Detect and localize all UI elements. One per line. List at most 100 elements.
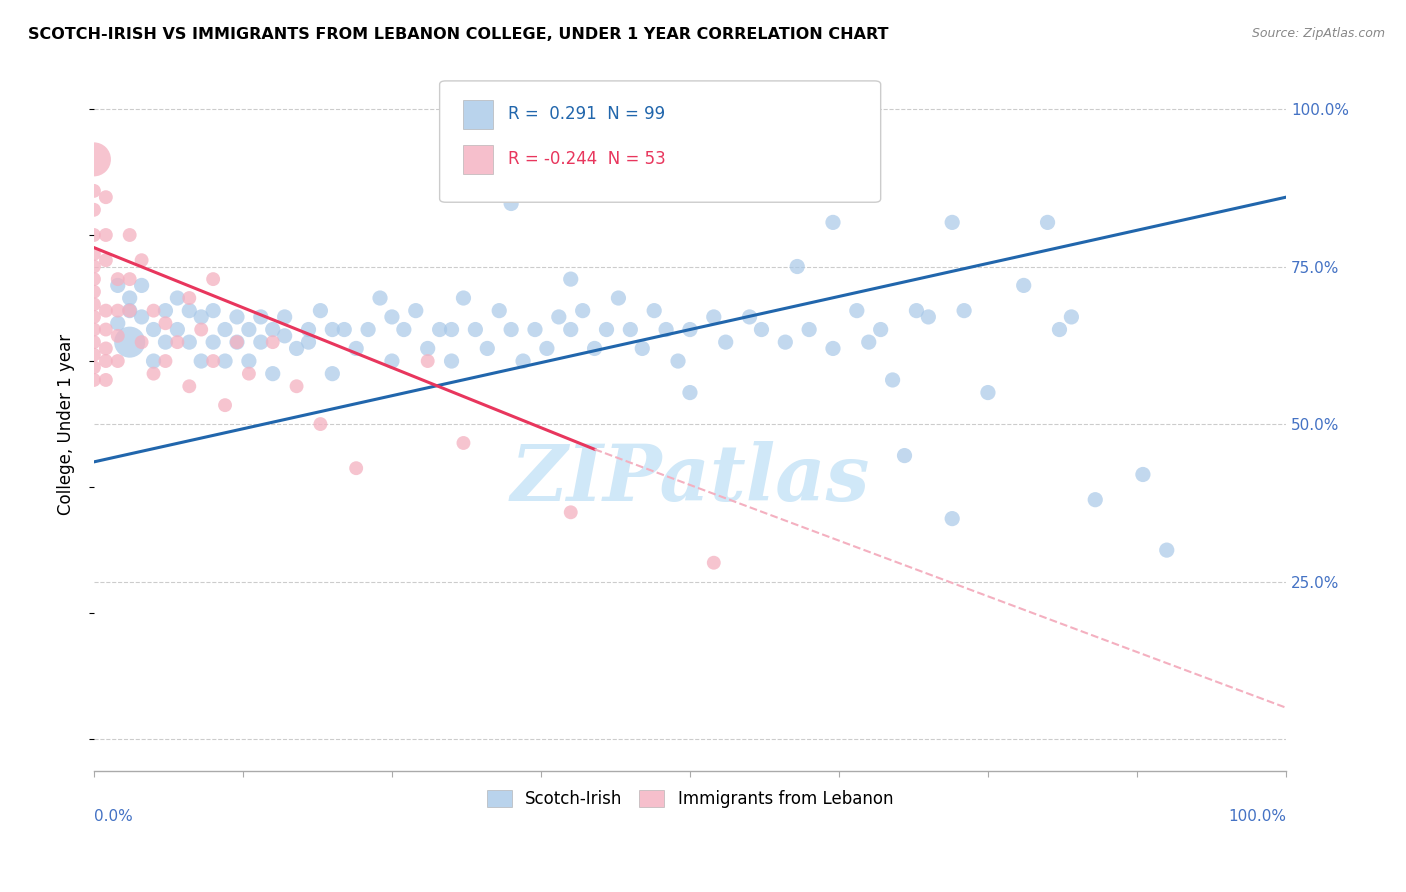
Point [714, 335, 737, 350]
Point [107, 272, 129, 286]
Point [142, 367, 165, 381]
Point [501, 196, 523, 211]
Point [344, 461, 367, 475]
Point [83, 272, 105, 286]
Point [107, 329, 129, 343]
Point [250, 335, 273, 350]
Point [392, 322, 415, 336]
Point [703, 556, 725, 570]
Point [679, 322, 702, 336]
Point [845, 303, 868, 318]
Point [440, 354, 463, 368]
Point [666, 354, 689, 368]
Point [786, 260, 808, 274]
Point [1084, 492, 1107, 507]
Point [202, 272, 225, 286]
Point [83, 360, 105, 375]
Point [166, 335, 188, 350]
Point [905, 303, 928, 318]
Point [631, 342, 654, 356]
Point [155, 303, 177, 318]
Point [94, 303, 117, 318]
Point [953, 303, 976, 318]
Point [309, 303, 332, 318]
Point [83, 348, 105, 362]
Point [226, 335, 249, 350]
Point [107, 303, 129, 318]
Point [285, 379, 308, 393]
Point [977, 385, 1000, 400]
Point [655, 322, 678, 336]
FancyBboxPatch shape [440, 81, 880, 202]
Point [858, 335, 880, 350]
Point [202, 354, 225, 368]
Point [344, 342, 367, 356]
Point [1132, 467, 1154, 482]
Point [917, 310, 939, 324]
Point [83, 247, 105, 261]
Point [477, 342, 499, 356]
Text: Source: ZipAtlas.com: Source: ZipAtlas.com [1251, 27, 1385, 40]
Point [262, 335, 284, 350]
Point [262, 367, 284, 381]
Point [309, 417, 332, 431]
Point [179, 291, 201, 305]
Point [501, 322, 523, 336]
Point [83, 260, 105, 274]
Point [83, 202, 105, 217]
Point [214, 322, 236, 336]
Point [83, 373, 105, 387]
FancyBboxPatch shape [464, 145, 494, 175]
Point [190, 322, 212, 336]
Point [83, 285, 105, 299]
Point [381, 310, 404, 324]
Point [368, 291, 391, 305]
Point [797, 322, 820, 336]
Point [94, 253, 117, 268]
Point [83, 227, 105, 242]
Point [226, 335, 249, 350]
Point [118, 291, 141, 305]
Point [94, 373, 117, 387]
Point [131, 310, 153, 324]
Text: SCOTCH-IRISH VS IMMIGRANTS FROM LEBANON COLLEGE, UNDER 1 YEAR CORRELATION CHART: SCOTCH-IRISH VS IMMIGRANTS FROM LEBANON … [28, 27, 889, 42]
Point [655, 184, 678, 198]
Point [1156, 543, 1178, 558]
Point [166, 322, 188, 336]
Point [94, 354, 117, 368]
Point [202, 303, 225, 318]
Text: R =  0.291  N = 99: R = 0.291 N = 99 [508, 105, 665, 123]
Point [83, 322, 105, 336]
Point [405, 303, 427, 318]
Point [560, 272, 582, 286]
Point [321, 367, 343, 381]
Point [273, 310, 295, 324]
Point [512, 354, 534, 368]
Point [381, 354, 404, 368]
Point [118, 227, 141, 242]
Point [869, 322, 891, 336]
Point [893, 449, 915, 463]
Point [226, 310, 249, 324]
Point [94, 190, 117, 204]
Point [619, 322, 641, 336]
Point [643, 303, 665, 318]
Point [262, 322, 284, 336]
Text: 0.0%: 0.0% [94, 809, 132, 824]
Point [285, 342, 308, 356]
Point [250, 310, 273, 324]
Y-axis label: College, Under 1 year: College, Under 1 year [58, 334, 75, 515]
Point [202, 335, 225, 350]
Point [523, 322, 546, 336]
Point [179, 303, 201, 318]
Point [416, 354, 439, 368]
Point [83, 297, 105, 311]
FancyBboxPatch shape [464, 100, 494, 129]
Point [238, 367, 260, 381]
Point [679, 385, 702, 400]
Point [179, 335, 201, 350]
Text: ZIPatlas: ZIPatlas [510, 442, 870, 517]
Point [155, 354, 177, 368]
Point [94, 342, 117, 356]
Point [118, 303, 141, 318]
